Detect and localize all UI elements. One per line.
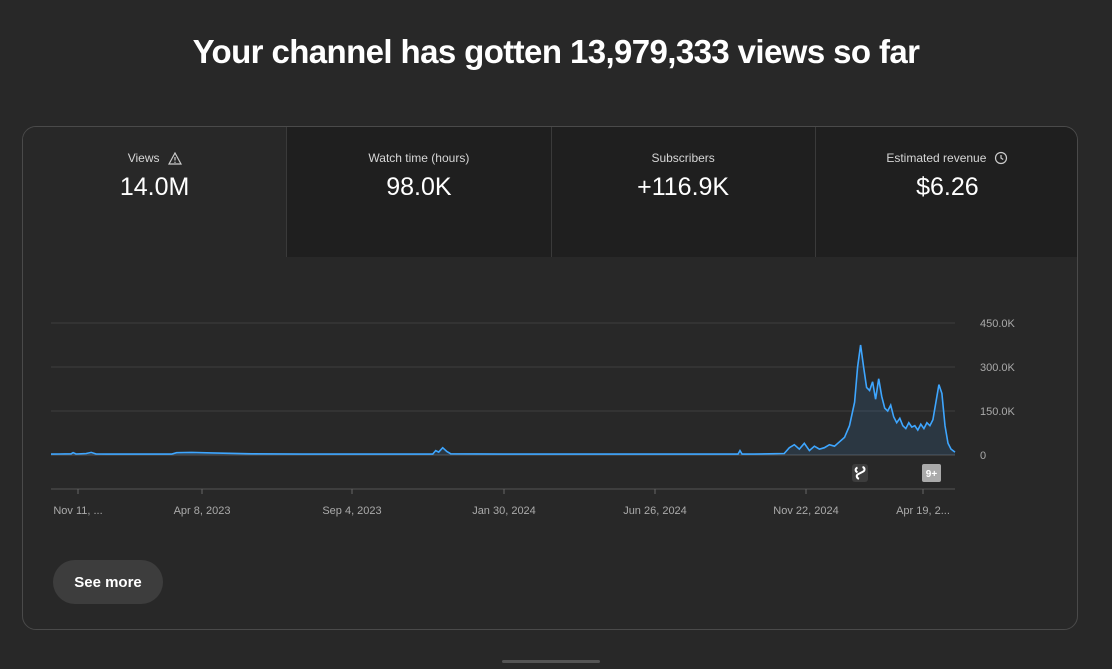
y-tick-label: 450.0K (980, 318, 1016, 330)
tab-label: Subscribers (651, 151, 715, 165)
tab-value: 14.0M (119, 173, 190, 201)
shorts-icon[interactable] (852, 464, 868, 482)
tab-watch-time[interactable]: Watch time (hours) 98.0K (286, 127, 551, 257)
x-tick-label: Apr 19, 2... (896, 505, 950, 517)
views-chart-svg: 450.0K 300.0K 150.0K 0 Nov 11, ... Apr 8, 20… (50, 318, 1016, 517)
tab-value: $6.26 (916, 173, 979, 201)
analytics-card: Views 14.0M Watch time (hours) 98.0K Sub… (22, 126, 1078, 630)
x-tick-label: Nov 22, 2024 (773, 505, 838, 517)
metric-tabs: Views 14.0M Watch time (hours) 98.0K Sub… (23, 127, 1077, 257)
page-headline: Your channel has gotten 13,979,333 views… (192, 33, 920, 70)
x-tick-label: Sep 4, 2023 (322, 505, 381, 517)
tab-label: Watch time (hours) (368, 151, 470, 165)
chart-line (50, 344, 956, 455)
tab-value: +116.9K (637, 173, 730, 201)
x-tick-label: Jan 30, 2024 (472, 505, 536, 517)
warning-icon (167, 151, 182, 165)
tab-subscribers[interactable]: Subscribers +116.9K (550, 127, 815, 257)
see-more-button[interactable]: See more (53, 560, 163, 604)
tab-label: Estimated revenue (886, 151, 987, 165)
y-tick-label: 300.0K (980, 362, 1016, 374)
tab-label: Views (127, 151, 160, 165)
x-tick-label: Jun 26, 2024 (623, 505, 687, 517)
scroll-handle[interactable] (502, 660, 600, 663)
chart-grid (51, 322, 955, 456)
y-tick-label: 150.0K (980, 406, 1016, 418)
x-tick-label: Apr 8, 2023 (174, 505, 231, 517)
chart-markers: 9+ (852, 464, 941, 482)
tab-value: 98.0K (386, 173, 452, 201)
tab-estimated-revenue[interactable]: Estimated revenue $6.26 (814, 127, 1077, 257)
views-chart[interactable]: 450.0K 300.0K 150.0K 0 Nov 11, ... Apr 8, 20… (23, 257, 1077, 537)
clock-icon (995, 151, 1008, 165)
tab-views[interactable]: Views 14.0M (23, 127, 287, 257)
y-axis: 450.0K 300.0K 150.0K 0 (980, 318, 1016, 462)
x-axis: Nov 11, ... Apr 8, 2023 Sep 4, 2023 Jan 30,… (51, 488, 955, 517)
x-tick-label: Nov 11, ... (53, 505, 102, 517)
chart-area (51, 345, 955, 455)
y-tick-label: 0 (980, 450, 986, 462)
svg-text:9+: 9+ (926, 469, 938, 480)
new-badge-icon[interactable]: 9+ (922, 464, 941, 482)
